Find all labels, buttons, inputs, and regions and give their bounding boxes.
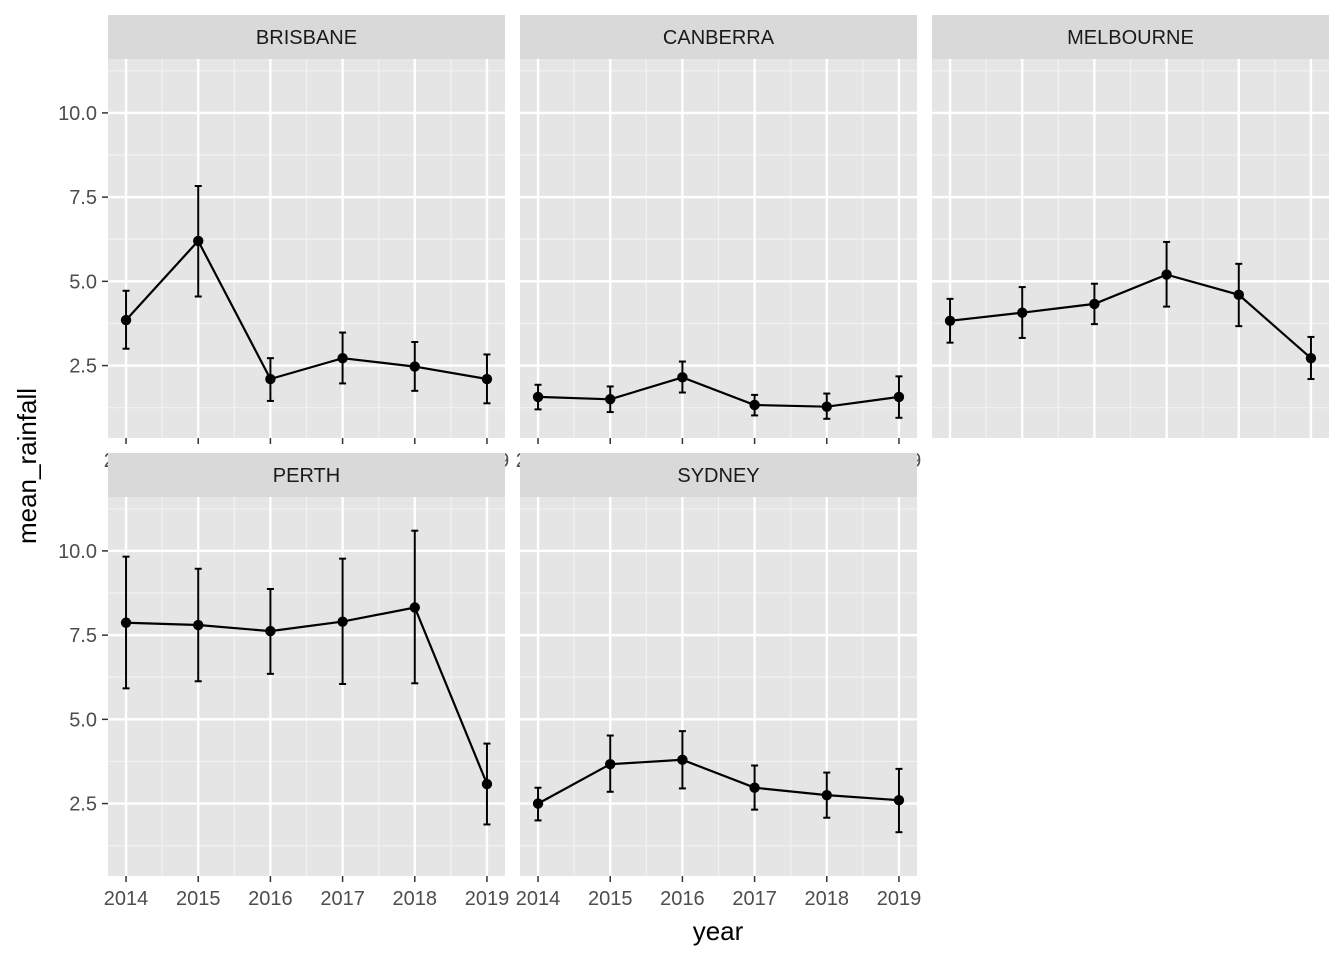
y-tick-label: 5.0: [69, 271, 97, 293]
y-tick-label: 2.5: [69, 794, 97, 816]
data-point: [893, 795, 905, 806]
data-point: [337, 352, 348, 364]
facet-perth: PERTH 2.5 5.0 7.5 10.0 2014 2015 2016 2017 2018 20…: [58, 453, 509, 910]
facet-canberra: CANBERRA201420152016201720182019: [516, 15, 921, 472]
y-tick-label: 10.0: [58, 103, 97, 125]
data-point: [677, 754, 688, 765]
series-line: [125, 606, 489, 785]
data-point: [893, 391, 905, 403]
data-point: [265, 373, 276, 385]
data-point: [481, 778, 493, 790]
y-tick-label: 5.0: [69, 709, 97, 731]
facet-strip: [932, 15, 1329, 59]
data-point: [749, 399, 760, 411]
series-line: [949, 273, 1312, 360]
data-point: [409, 602, 420, 613]
facet-strip: [520, 453, 917, 497]
data-point: [821, 789, 832, 801]
facet-strip: [520, 15, 917, 59]
y-axis-title: mean_rainfall: [12, 388, 42, 544]
x-tick-label: 2016: [248, 888, 293, 910]
data-point: [409, 361, 420, 372]
x-tick-label: 2018: [393, 888, 438, 910]
facet-strip-label: BRISBANE: [256, 27, 357, 49]
data-point: [1233, 289, 1244, 301]
data-point: [120, 314, 132, 326]
data-point: [605, 758, 616, 770]
data-point: [677, 372, 688, 383]
data-point: [120, 617, 132, 628]
data-point: [605, 394, 616, 405]
facet-strip-label: MELBOURNE: [1067, 27, 1194, 49]
x-axis-title: year: [693, 916, 744, 946]
data-point: [749, 782, 760, 793]
facet-sydney: SYDNEY 2014 2015 2016 2017 2018 2019: [516, 453, 921, 910]
facet-strip: [108, 453, 505, 497]
data-point: [1305, 352, 1317, 364]
x-tick-label: 2017: [320, 888, 365, 910]
y-tick-label: 7.5: [69, 187, 97, 209]
data-point: [944, 315, 956, 326]
y-tick-label: 10.0: [58, 541, 97, 563]
facet-strip: [108, 15, 505, 59]
data-point: [193, 619, 204, 631]
y-tick-label: 7.5: [69, 625, 97, 647]
x-tick-label: 2017: [732, 888, 777, 910]
x-tick-label: 2019: [877, 888, 922, 910]
x-tick-label: 2015: [588, 888, 633, 910]
facet-strip-label: PERTH: [273, 465, 340, 487]
facet-strip-label: SYDNEY: [677, 465, 759, 487]
series-line: [537, 758, 900, 805]
x-tick-label: 2014: [104, 888, 149, 910]
data-point: [265, 625, 276, 637]
data-point: [193, 235, 204, 247]
data-point: [1161, 269, 1172, 280]
data-point: [821, 401, 832, 412]
data-point: [481, 373, 493, 385]
data-point: [1017, 307, 1028, 318]
series-line: [537, 376, 900, 408]
x-tick-label: 2014: [516, 888, 561, 910]
facet-strip-label: CANBERRA: [663, 27, 775, 49]
y-tick-label: 2.5: [69, 356, 97, 378]
data-point: [337, 616, 348, 627]
x-tick-label: 2016: [660, 888, 705, 910]
facet-melbourne: MELBOURNE: [932, 15, 1329, 438]
x-tick-label: 2015: [176, 888, 221, 910]
data-point: [532, 798, 544, 809]
x-tick-label: 2019: [465, 888, 510, 910]
x-tick-label: 2018: [805, 888, 850, 910]
series-line: [125, 238, 488, 381]
facet-brisbane: BRISBANE2.55.07.510.02014201520162017201…: [58, 15, 509, 472]
data-point: [532, 391, 544, 403]
data-point: [1089, 298, 1100, 310]
